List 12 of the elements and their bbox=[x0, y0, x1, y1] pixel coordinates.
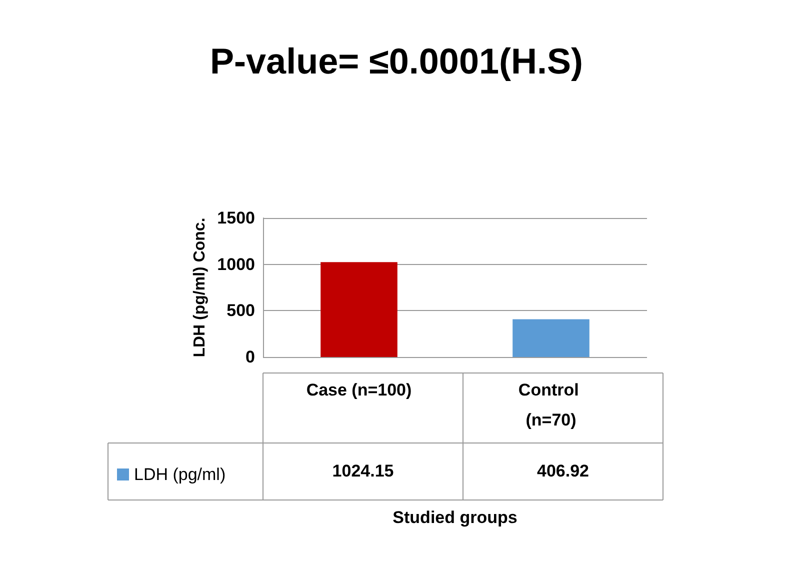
y-axis-title: LDH (pg/ml) Conc. bbox=[192, 218, 208, 358]
x-tick-label: Case (n=100) bbox=[306, 380, 412, 400]
chart-title: P-value= ≤0.0001(H.S) bbox=[210, 40, 583, 82]
data-label: 1024.15 bbox=[332, 462, 394, 480]
x-axis-title: Studied groups bbox=[392, 508, 518, 527]
y-tick-label: 1500 bbox=[217, 208, 255, 228]
y-tick-label: 1000 bbox=[217, 254, 255, 274]
y-tick-label: 500 bbox=[226, 301, 255, 320]
x-tick-label: Control (n=70) bbox=[518, 380, 584, 430]
data-label: 406.92 bbox=[537, 462, 589, 480]
y-tick-label: 0 bbox=[246, 348, 255, 366]
legend-label: LDH (pg/ml) bbox=[134, 465, 226, 484]
